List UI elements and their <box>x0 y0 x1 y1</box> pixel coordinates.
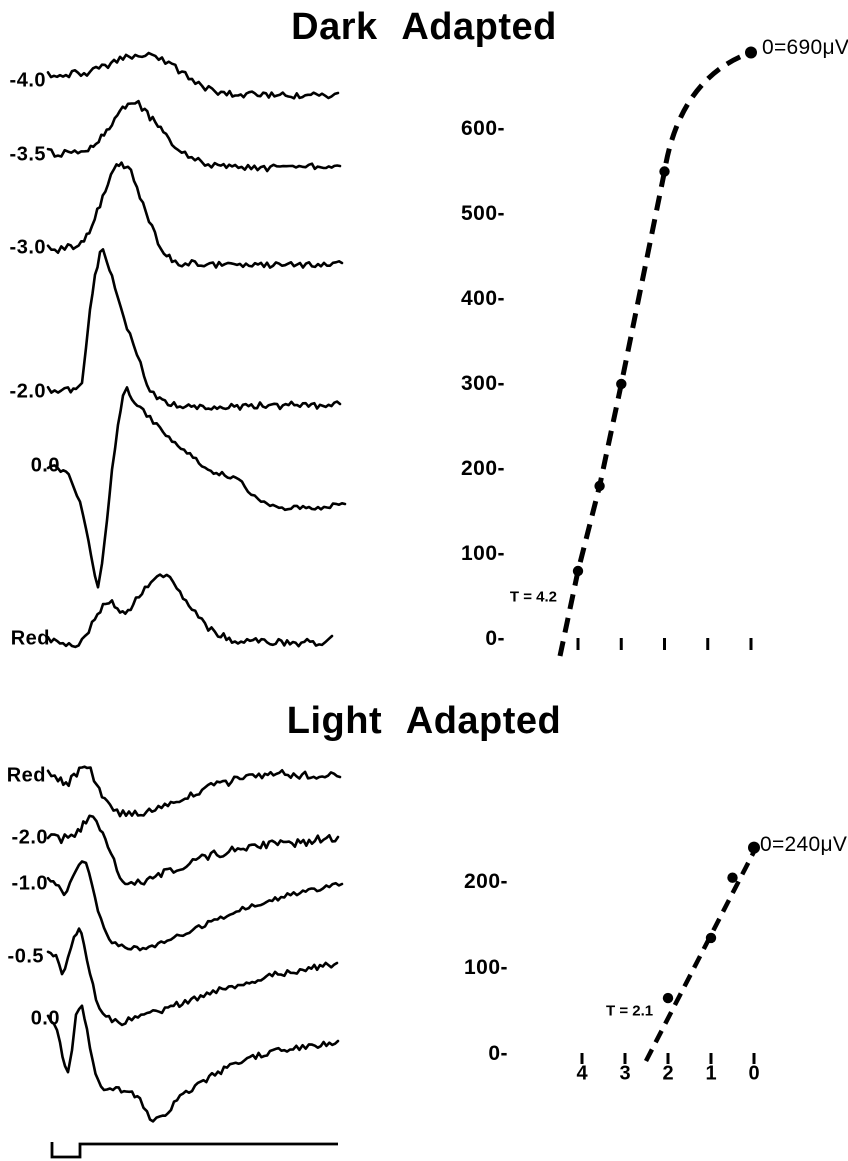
light-trace-0.0 <box>46 1004 340 1123</box>
dark-response-curve <box>557 50 752 657</box>
dark-trace--2.0 <box>46 248 342 411</box>
dark-data-point <box>659 166 670 177</box>
dark-trace--3.0 <box>46 161 344 269</box>
dark-trace--3.5 <box>46 99 342 173</box>
light-data-point <box>662 992 674 1004</box>
dark-data-point <box>594 480 605 492</box>
dark-trace-Red <box>46 573 334 649</box>
dark-trace-0.0 <box>46 386 347 589</box>
stimulus-trace <box>50 1142 338 1159</box>
dark-data-point <box>572 565 584 577</box>
dark-max-data-point <box>745 46 757 59</box>
light-trace--0.5 <box>46 927 339 1027</box>
dark-trace--4.0 <box>46 51 340 100</box>
light-trace--2.0 <box>46 814 340 886</box>
dark-data-point <box>616 378 627 390</box>
light-max-data-point <box>748 841 760 854</box>
light-data-point <box>727 872 738 883</box>
light-trace--1.0 <box>46 860 344 952</box>
light-data-point <box>705 932 717 944</box>
light-response-curve <box>644 850 756 1063</box>
light-trace-Red <box>46 765 342 818</box>
